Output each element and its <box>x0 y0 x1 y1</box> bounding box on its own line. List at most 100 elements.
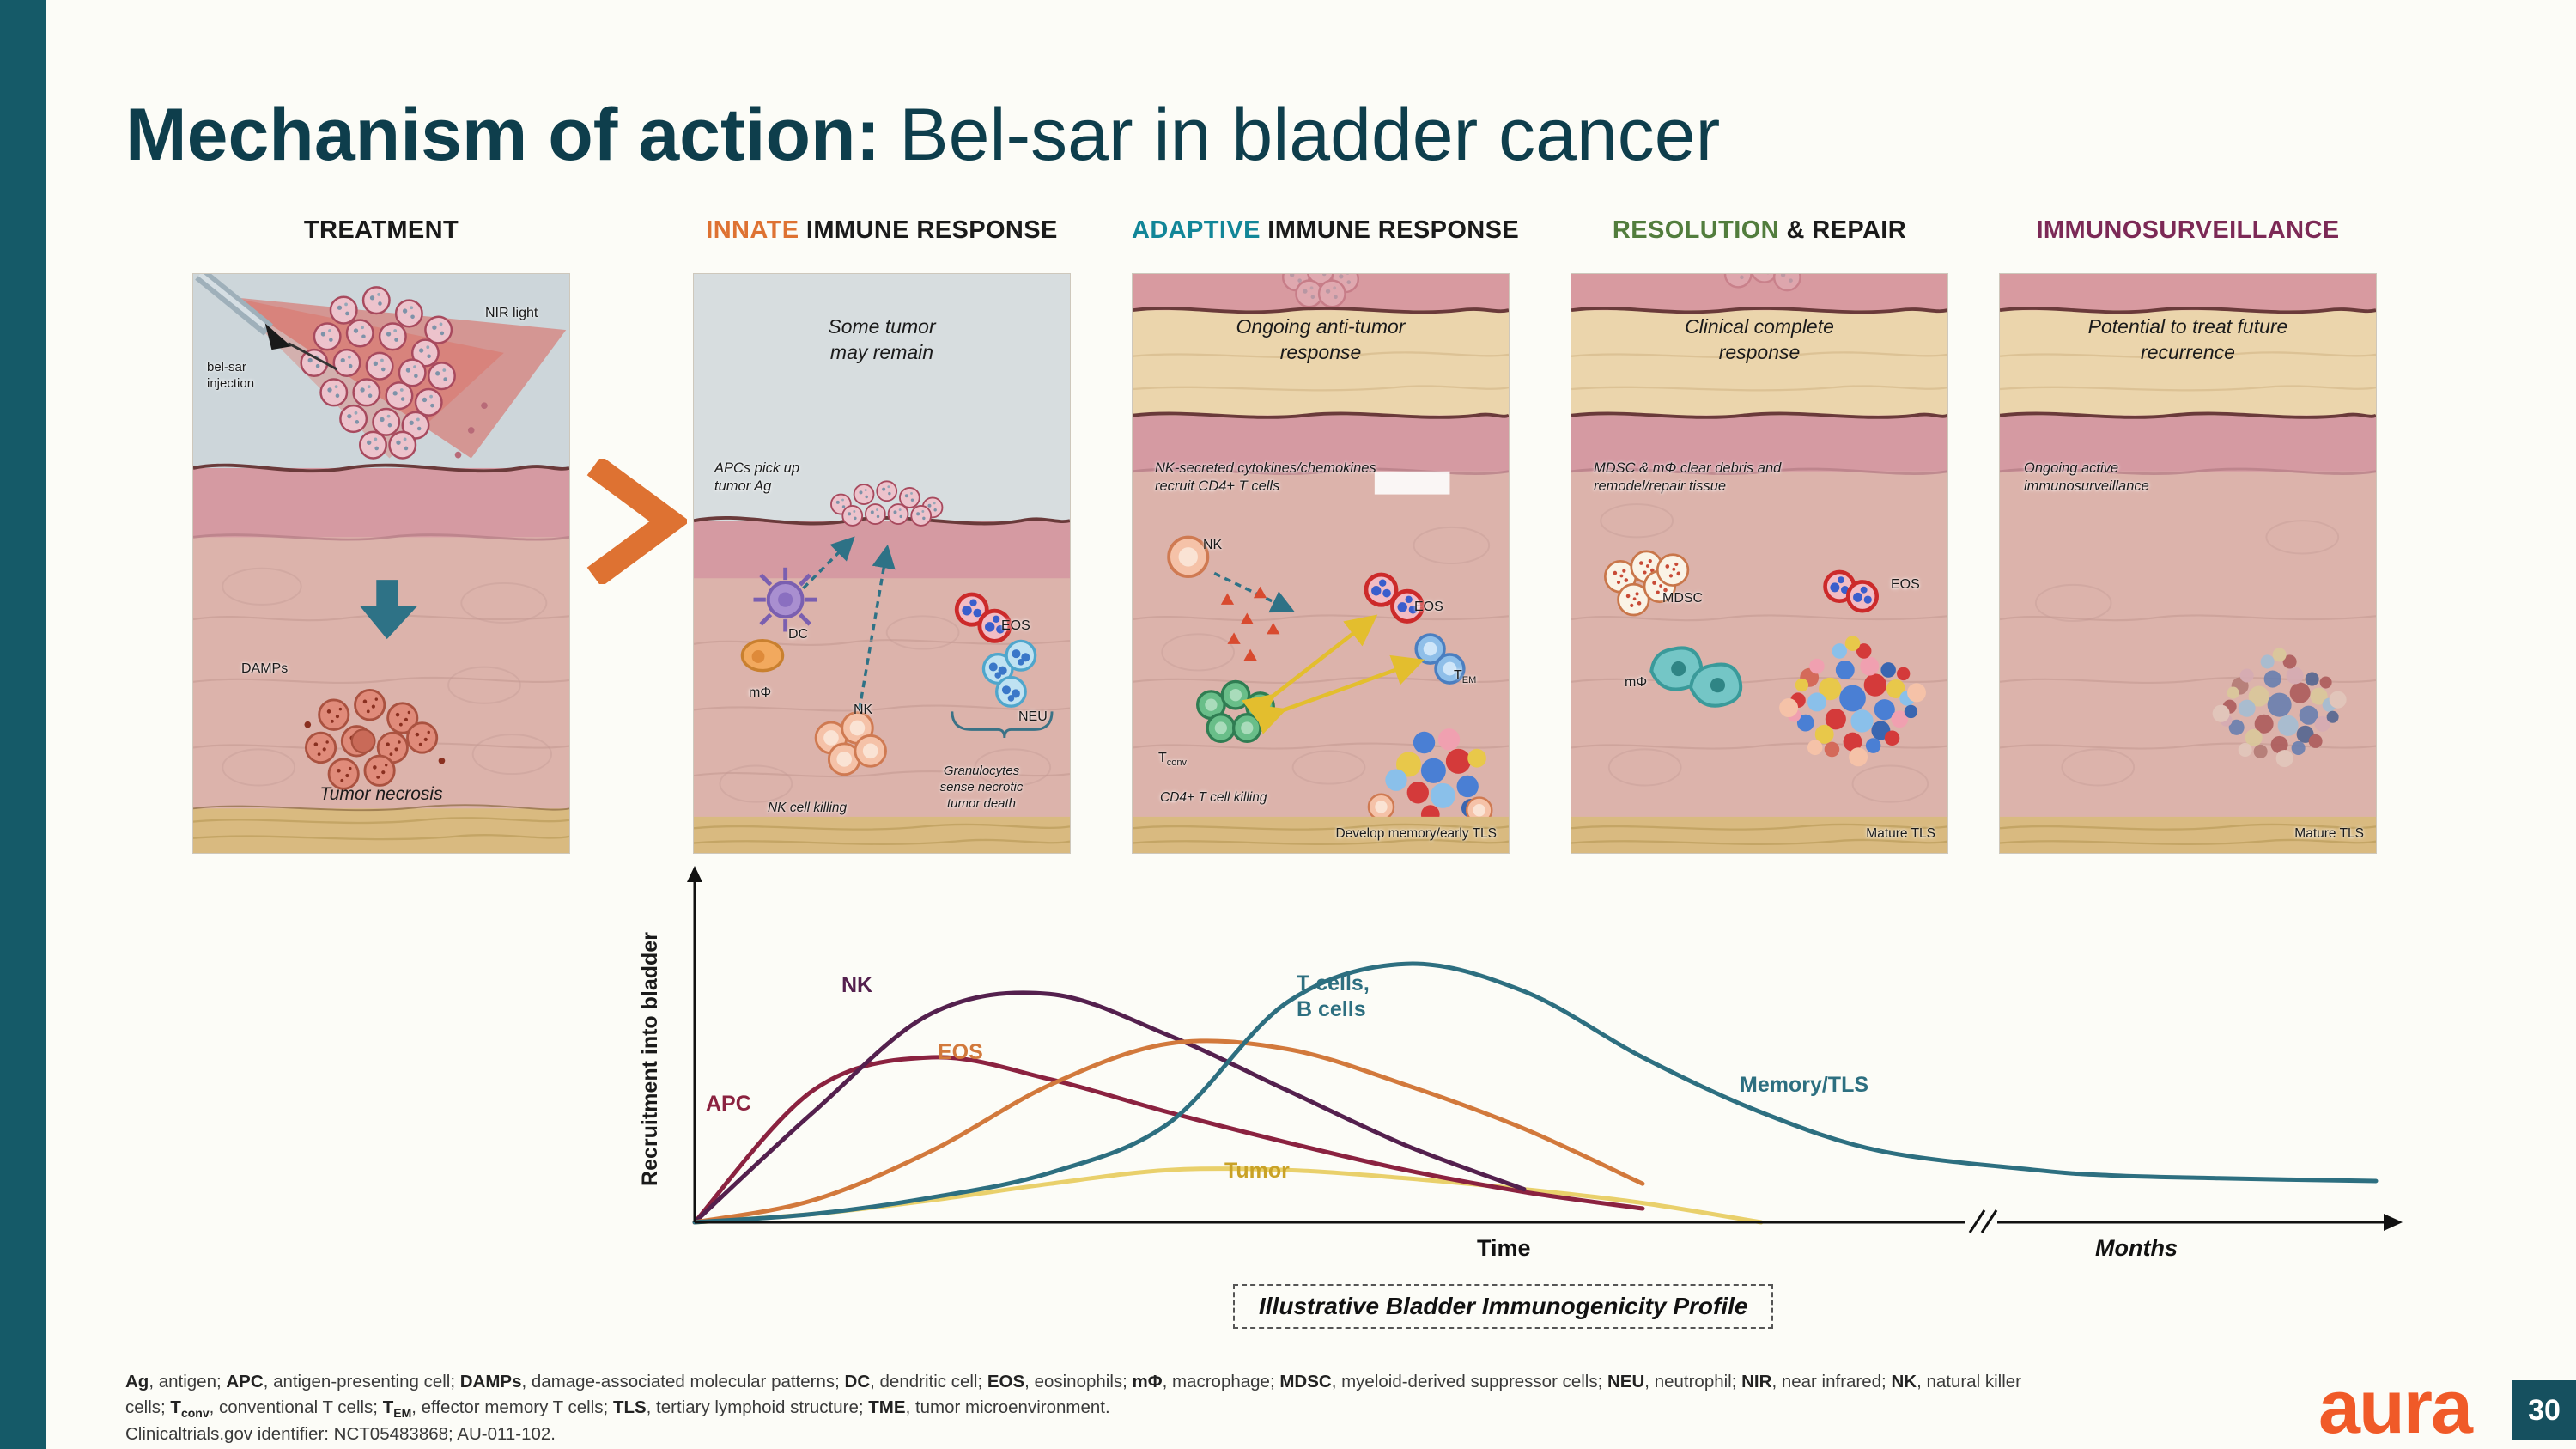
label-nk-cytokines: NK-secreted cytokines/chemokines recruit … <box>1155 460 1376 494</box>
stage-header-rest: TREATMENT <box>303 216 459 244</box>
chart-label-memory-tls: Memory/TLS <box>1740 1073 1869 1097</box>
panel-headline: Ongoing anti-tumor response <box>1236 315 1406 364</box>
macrophage-cell <box>740 639 785 673</box>
stage-header-accent: RESOLUTION <box>1612 216 1780 244</box>
stage-header-rest: IMMUNE RESPONSE <box>1260 216 1520 244</box>
nk-cell <box>1167 535 1210 579</box>
antigen-uptake-arrows <box>793 536 896 722</box>
stage-header-adaptive: ADAPTIVE IMMUNE RESPONSE <box>1132 216 1519 247</box>
curve-eos <box>692 1038 1645 1225</box>
stage-column-treatment: TREATMENT <box>192 216 570 854</box>
label-mphi: mΦ <box>1625 675 1648 690</box>
label-surveillance: Ongoing active immunosurveillance <box>2024 460 2149 494</box>
label-tconv: Tconv <box>1158 751 1188 768</box>
label-eos: EOS <box>1414 600 1443 614</box>
stage-header-immunosurveillance: IMMUNOSURVEILLANCE <box>1999 216 2377 247</box>
x-axis-arrow-icon <box>2384 1214 2403 1231</box>
caption-cd4-killing: CD4+ T cell killing <box>1160 790 1267 805</box>
panel-resolution-illustration <box>1571 274 1947 853</box>
y-axis-arrow-icon <box>687 866 702 882</box>
chart-label-nk: NK <box>841 973 873 997</box>
label-nk: NK <box>1203 538 1223 552</box>
dendritic-cell <box>754 568 817 632</box>
label-nir-light: NIR light <box>485 306 538 320</box>
label-mdsc-clear: MDSC & mΦ clear debris and remodel/repair… <box>1594 460 1782 494</box>
panel-treatment-illustration <box>193 274 569 853</box>
tumor-cluster <box>300 286 488 460</box>
label-eos: EOS <box>1001 618 1030 633</box>
chart-label-tcells: T cells, B cells <box>1297 971 1370 1021</box>
stage-header-rest: & REPAIR <box>1779 216 1907 244</box>
y-axis-label: Recruitment into bladder <box>638 932 662 1186</box>
label-eos: EOS <box>1891 577 1920 592</box>
aura-logo: aura <box>2318 1364 2473 1449</box>
curve-nk <box>692 990 1527 1225</box>
label-tem: TEM <box>1454 668 1477 685</box>
stage-header-rest: IMMUNE RESPONSE <box>799 216 1058 244</box>
injection-needle <box>195 274 338 371</box>
chart-axes <box>687 866 2403 1237</box>
stage-header-treatment: TREATMENT <box>192 216 570 247</box>
curve-t-cells-b-cells-memory-tls <box>692 961 2379 1225</box>
panel-headline: Clinical complete response <box>1685 315 1834 364</box>
curve-apc <box>692 1055 1645 1225</box>
chart-label-apc: APC <box>706 1092 751 1116</box>
label-nk: NK <box>854 703 873 717</box>
nk-signal-arrow <box>1213 571 1296 613</box>
axis-break-mark <box>1980 1209 1998 1233</box>
footnote-abbreviations: Ag, antigen; APC, antigen-presenting cel… <box>125 1372 2021 1420</box>
chart-caption-box: Illustrative Bladder Immunogenicity Prof… <box>1233 1284 1774 1329</box>
panel-immunosurveillance-illustration <box>2000 274 2376 853</box>
necrosis-arrow <box>360 580 417 640</box>
t-cell-crosstalk-arrows <box>1242 614 1425 734</box>
caption-mature-tls: Mature TLS <box>2294 826 2364 841</box>
chart-canvas <box>687 866 2403 1237</box>
panel-innate-illustration <box>694 274 1070 853</box>
label-apc-pickup: APCs pick up tumor Ag <box>714 460 800 494</box>
stage-column-innate: INNATE IMMUNE RESPONSE <box>693 216 1071 854</box>
axis-break-mark <box>1968 1209 1986 1233</box>
damps-cluster <box>304 689 446 790</box>
panel-headline: Potential to treat future recurrence <box>2087 315 2288 364</box>
chevron-right-icon <box>586 455 690 588</box>
chart-label-tumor: Tumor <box>1224 1159 1290 1183</box>
page-title-rest: Bel-sar in bladder cancer <box>899 93 1721 176</box>
x-axis-label-months: Months <box>2095 1235 2178 1261</box>
label-belsar-injection: bel-sar injection <box>207 360 255 391</box>
stage-header-resolution: RESOLUTION & REPAIR <box>1571 216 1948 247</box>
stage-header-innate: INNATE IMMUNE RESPONSE <box>693 216 1071 247</box>
stage-header-accent: INNATE <box>706 216 799 244</box>
panel-adaptive-illustration <box>1133 274 1509 853</box>
stage-header-accent: IMMUNOSURVEILLANCE <box>2036 216 2340 244</box>
page-number-badge: 30 <box>2512 1380 2576 1440</box>
label-mdsc: MDSC <box>1662 591 1704 606</box>
footnote-trial-id: Clinicaltrials.gov identifier: NCT054838… <box>125 1423 556 1444</box>
caption-develop-tls: Develop memory/early TLS <box>1335 826 1497 841</box>
page-title: Mechanism of action: Bel-sar in bladder c… <box>125 94 1720 176</box>
stage-column-adaptive: ADAPTIVE IMMUNE RESPONSE <box>1132 216 1519 854</box>
label-damps: DAMPs <box>241 661 289 676</box>
stage-transition <box>584 455 690 588</box>
label-mphi: mΦ <box>749 685 772 700</box>
panel-immunosurveillance: Potential to treat future recurrence Ongo… <box>1999 273 2377 854</box>
chart-label-eos: EOS <box>938 1040 983 1064</box>
caption-nk-killing: NK cell killing <box>768 801 848 815</box>
caption-tumor-necrosis: Tumor necrosis <box>319 784 443 804</box>
footnote: Ag, antigen; APC, antigen-presenting cel… <box>125 1369 2040 1446</box>
panel-innate: Some tumor may remain APCs pick up tumor A… <box>693 273 1071 854</box>
stage-header-accent: ADAPTIVE <box>1132 216 1261 244</box>
label-neu: NEU <box>1018 709 1048 724</box>
immunogenicity-chart: Recruitment into bladder NK EOS APC T ce… <box>592 859 2456 1288</box>
chart-curves <box>692 961 2379 1225</box>
x-axis-label-time: Time <box>1477 1235 1531 1261</box>
granulocyte-brace <box>951 711 1054 739</box>
left-accent-bar <box>0 0 46 1449</box>
panel-adaptive: Ongoing anti-tumor response NK-secreted c… <box>1132 273 1510 854</box>
page-title-bold: Mechanism of action: <box>125 93 881 176</box>
caption-granulocytes: Granulocytes sense necrotic tumor death <box>939 764 1024 811</box>
panel-resolution: Clinical complete response MDSC & mΦ clea… <box>1571 273 1948 854</box>
stage-column-immunosurveillance: IMMUNOSURVEILLANCE Potential to treat fu… <box>1999 216 2377 854</box>
panel-headline: Some tumor may remain <box>828 315 936 364</box>
caption-mature-tls: Mature TLS <box>1866 826 1935 841</box>
